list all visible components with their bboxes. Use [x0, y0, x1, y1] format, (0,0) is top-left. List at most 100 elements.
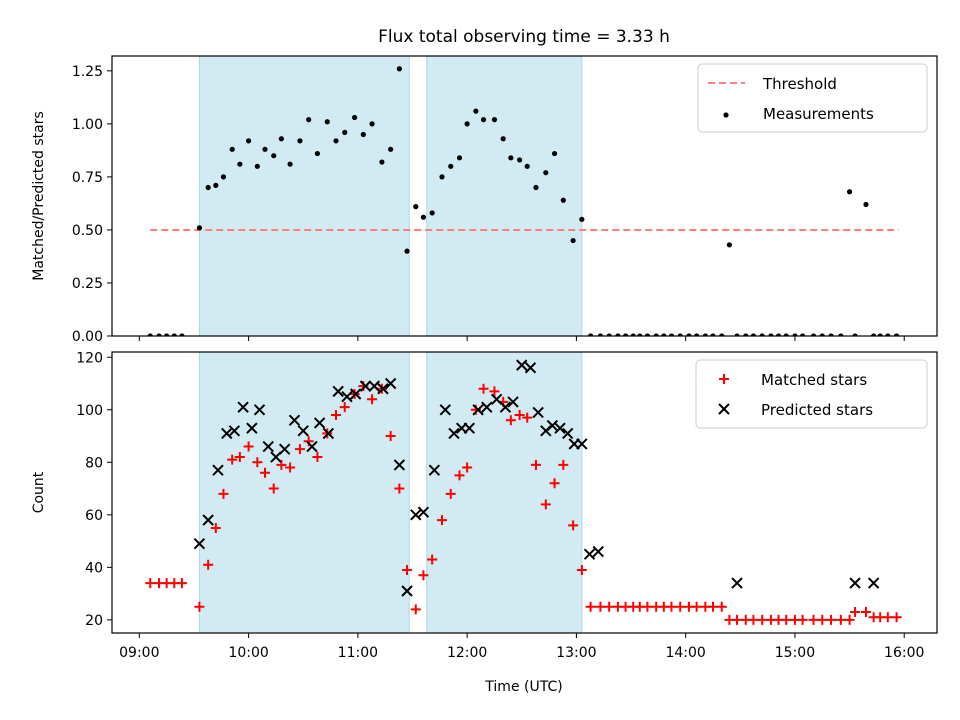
data-point [349, 388, 362, 400]
legend-label: Measurements [763, 105, 874, 123]
data-point [306, 117, 312, 123]
data-point [404, 248, 410, 254]
data-point [297, 138, 303, 144]
data-point [576, 564, 587, 575]
data-point [606, 333, 612, 336]
shaded-interval [198, 55, 410, 337]
data-point [768, 333, 774, 336]
data-point [254, 163, 260, 169]
data-point [622, 333, 629, 336]
data-point [379, 159, 385, 165]
data-point [532, 406, 544, 419]
data-point [237, 161, 243, 167]
x-tick-label: 12:00 [447, 645, 487, 661]
data-point [147, 333, 153, 336]
data-point [246, 422, 258, 434]
data-point [278, 443, 291, 455]
data-point [850, 606, 861, 617]
data-point [668, 333, 675, 336]
data-point [732, 614, 743, 625]
data-point [312, 452, 323, 463]
data-point [410, 604, 421, 615]
data-point [171, 333, 177, 336]
x-tick-label: 15:00 [775, 645, 815, 661]
data-point [313, 417, 326, 429]
data-point [560, 197, 566, 203]
data-point [202, 514, 214, 526]
data-point [694, 333, 700, 336]
y-tick-label: 1.25 [72, 64, 103, 80]
shaded-interval [198, 351, 410, 634]
data-point [418, 570, 429, 581]
x-tick-label: 14:00 [665, 645, 705, 661]
data-point [428, 464, 441, 476]
data-point [410, 509, 422, 521]
y-tick-label: 0.25 [72, 276, 103, 292]
data-point [885, 333, 891, 336]
data-point [653, 333, 659, 336]
data-point [437, 515, 447, 526]
y-axis-label: Matched/Predicted stars [31, 111, 47, 281]
data-point [402, 564, 413, 575]
data-point [259, 467, 270, 478]
data-point [867, 577, 880, 589]
data-point [849, 577, 861, 589]
data-point [427, 554, 438, 565]
data-point [220, 174, 227, 180]
data-point [213, 182, 219, 188]
data-point [748, 614, 759, 625]
legend-x-swatch [718, 403, 730, 415]
data-point [481, 401, 493, 413]
data-point [597, 333, 604, 336]
data-point [164, 333, 170, 336]
data-point [228, 425, 241, 437]
data-point [810, 333, 817, 336]
data-point [463, 422, 476, 434]
shaded-interval [426, 351, 583, 634]
data-point [583, 548, 596, 560]
data-point [342, 129, 348, 135]
legend: Matched stars Predicted stars [695, 359, 928, 429]
data-point [243, 441, 254, 452]
data-point [731, 577, 743, 589]
data-point [196, 225, 203, 231]
data-point [420, 214, 427, 220]
data-point [368, 380, 380, 392]
data-point [388, 146, 394, 152]
data-point [522, 412, 533, 423]
data-point [677, 333, 683, 336]
data-point [615, 333, 621, 336]
data-point [716, 601, 727, 612]
data-point [666, 601, 677, 612]
data-point [237, 401, 249, 413]
data-point [234, 452, 245, 463]
y-tick-label: 40 [85, 560, 103, 576]
data-point [882, 612, 893, 623]
plot-area [145, 359, 902, 625]
data-point [359, 380, 372, 392]
data-point [516, 359, 528, 371]
data-point [377, 383, 389, 395]
y-tick-label: 80 [85, 455, 103, 471]
data-point [797, 614, 808, 625]
data-point [179, 333, 185, 336]
data-point [579, 216, 585, 222]
data-point [691, 601, 702, 612]
legend-label: Threshold [762, 75, 837, 93]
data-point [726, 242, 732, 248]
data-point [540, 499, 551, 510]
data-point [384, 377, 397, 390]
data-point [278, 136, 284, 142]
data-point [570, 237, 576, 244]
data-point [707, 601, 718, 612]
data-point [464, 121, 470, 127]
data-point [227, 454, 238, 465]
data-point [252, 457, 263, 468]
data-point [297, 425, 309, 437]
data-point [369, 121, 375, 127]
data-point [210, 522, 221, 533]
data-point [478, 383, 489, 394]
data-point [417, 506, 430, 518]
legend-plus-swatch [719, 374, 729, 384]
